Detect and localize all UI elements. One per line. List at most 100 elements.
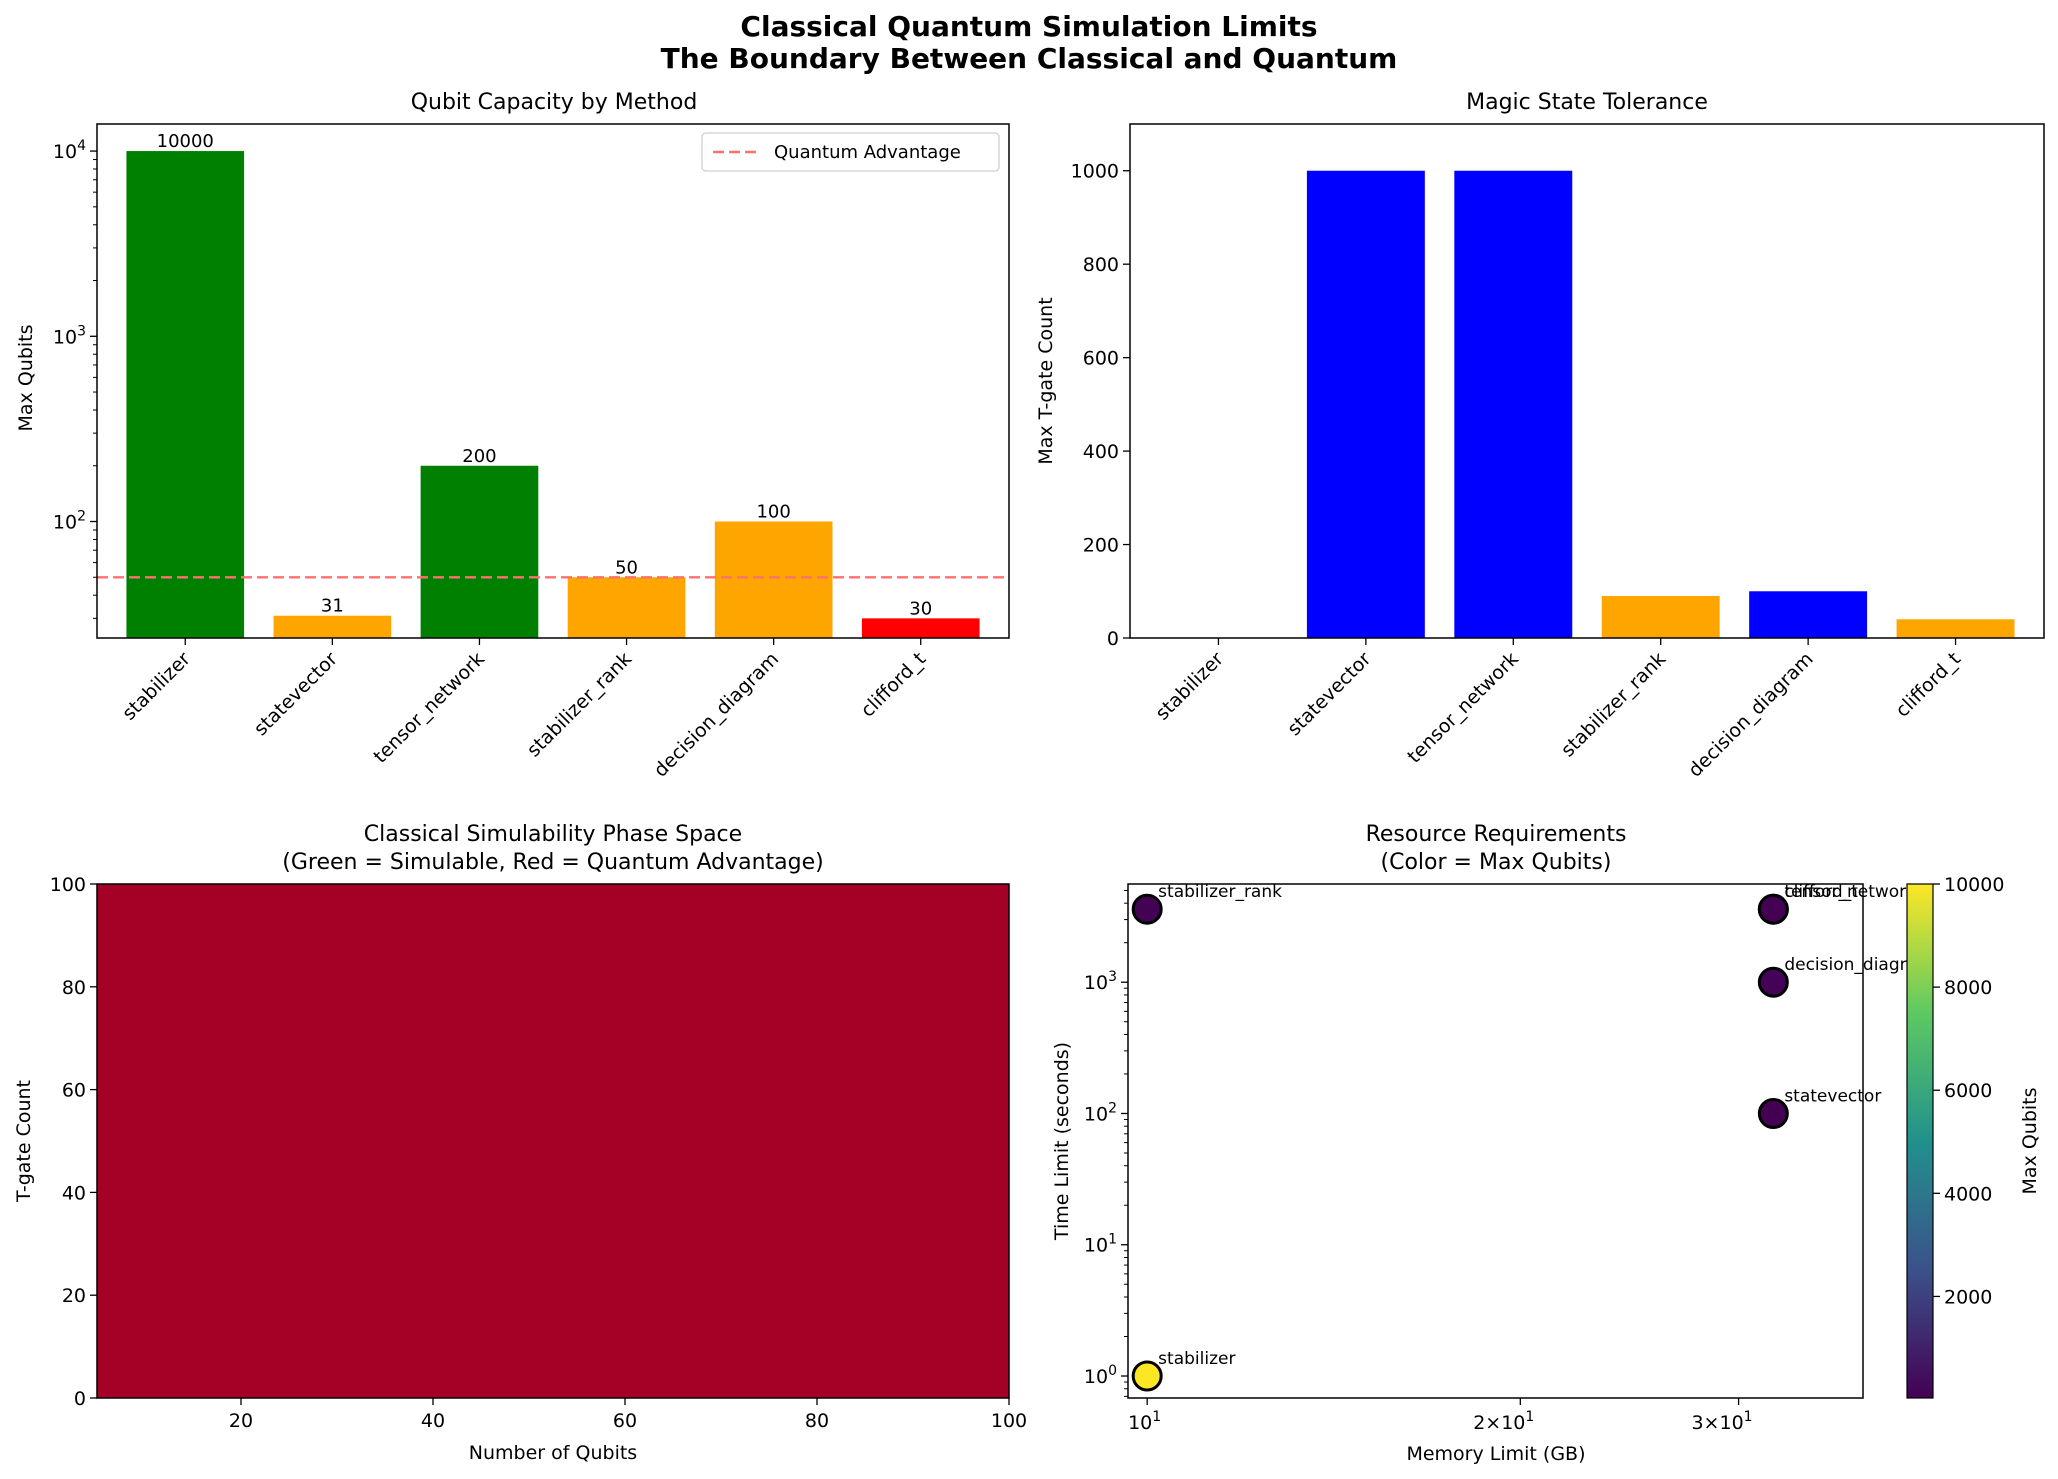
bar-stabilizer_rank (567, 577, 686, 638)
y-tick-label: 60 (62, 1080, 86, 1102)
panel4-ylabel: Time Limit (seconds) (1051, 1042, 1073, 1241)
point-label-decision_diagram: decision_diagram (1784, 955, 1933, 975)
bar-decision_diagram (714, 521, 833, 638)
point-clifford_t (1757, 893, 1789, 925)
bar-statevector (273, 615, 392, 638)
panel-magic-state: Magic State Tolerance Max T-gate Count 0… (1035, 90, 2045, 782)
panel1-xtick-labels: stabilizer statevector tensor_network stabi… (118, 638, 930, 782)
panel4-title-line2: (Color = Max Qubits) (1381, 850, 1612, 875)
figure-title-line2: The Boundary Between Classical and Quant… (661, 42, 1398, 75)
panel2-ylabel: Max T-gate Count (1035, 297, 1057, 464)
panel-qubit-capacity: Qubit Capacity by Method Max Qubits 1021… (15, 90, 1010, 782)
y-tick-label: 100 (50, 874, 86, 896)
x-tick-label-statevector: statevector (250, 648, 342, 740)
colorbar-tick-label: 6000 (1944, 1080, 1992, 1102)
y-tick-label: 100 (1084, 1363, 1117, 1388)
panel3-ylabel: T-gate Count (13, 1080, 35, 1203)
bar-clifford_t (861, 618, 980, 638)
y-tick-label: 20 (62, 1285, 86, 1307)
phase-space-heatmap (97, 884, 1009, 1398)
x-tick-label-stabilizer_rank: stabilizer_rank (523, 648, 636, 761)
panel1-value-labels: 10000 31 200 50 100 30 (157, 131, 933, 619)
panel1-ylabel: Max Qubits (15, 324, 37, 431)
panel4-title-line1: Resource Requirements (1366, 822, 1627, 847)
y-tick-label: 103 (53, 323, 86, 348)
panel1-bars (126, 151, 980, 638)
panel2-axes-frame (1129, 123, 2045, 639)
bar-clifford_t (1896, 619, 2015, 638)
value-label-stabilizer: 10000 (157, 131, 214, 152)
panel3-title-line1: Classical Simulability Phase Space (364, 822, 742, 847)
value-label-tensor_network: 200 (462, 446, 496, 467)
x-tick-label: 101 (1128, 1409, 1161, 1434)
x-tick-label: 100 (991, 1410, 1027, 1432)
panel3-title-line2: (Green = Simulable, Red = Quantum Advant… (282, 850, 823, 875)
colorbar (1906, 883, 1934, 1399)
x-tick-label-stabilizer_rank: stabilizer_rank (1557, 648, 1670, 761)
colorbar-tick-label: 2000 (1944, 1286, 1992, 1308)
panel3-ticks: 20 40 60 80 100 0 20 40 60 80 100 (50, 874, 1027, 1432)
panel1-legend: Quantum Advantage (701, 132, 1000, 172)
y-tick-label: 400 (1083, 441, 1119, 463)
value-label-statevector: 31 (321, 596, 344, 617)
colorbar-label: Max Qubits (2019, 1087, 2041, 1194)
point-label-stabilizer: stabilizer (1158, 1349, 1235, 1369)
panel2-ticks: 0 200 400 600 800 1000 (1071, 161, 1130, 650)
x-tick-label-statevector: statevector (1283, 648, 1375, 740)
colorbar-ticks: 2000 4000 6000 8000 10000 (1933, 874, 2004, 1308)
panel-resources: Resource Requirements (Color = Max Qubit… (1051, 822, 2041, 1465)
x-tick-label-stabilizer: stabilizer (118, 648, 195, 725)
point-label-clifford_t: clifford_t (1784, 882, 1858, 902)
x-tick-label: 80 (805, 1410, 829, 1432)
colorbar-tick-label: 4000 (1944, 1183, 1992, 1205)
point-stabilizer_rank (1131, 893, 1163, 925)
y-tick-label: 104 (53, 138, 86, 163)
x-tick-label: 2×101 (1473, 1409, 1534, 1434)
point-stabilizer (1131, 1360, 1163, 1392)
panel2-bars (1306, 170, 2015, 638)
legend-label: Quantum Advantage (774, 142, 961, 163)
panel4-axes-frame (1127, 883, 1864, 1399)
y-tick-label: 102 (53, 509, 86, 534)
y-tick-label: 1000 (1071, 161, 1119, 183)
x-tick-label-decision_diagram: decision_diagram (1684, 648, 1818, 782)
bar-stabilizer_rank (1601, 595, 1720, 638)
y-tick-label: 800 (1083, 254, 1119, 276)
y-tick-label: 0 (1107, 628, 1119, 650)
point-statevector (1757, 1097, 1789, 1129)
x-tick-label: 40 (421, 1410, 445, 1432)
panel1-grid-layer: 102 103 104 (53, 138, 97, 619)
y-tick-label: 600 (1083, 348, 1119, 370)
panel3-axes-frame (96, 883, 1010, 1399)
colorbar-tick-label: 8000 (1944, 977, 1992, 999)
x-tick-label-stabilizer: stabilizer (1151, 648, 1228, 725)
x-tick-label: 20 (229, 1410, 253, 1432)
x-tick-label: 3×101 (1691, 1409, 1752, 1434)
y-tick-label: 200 (1083, 535, 1119, 557)
value-label-clifford_t: 30 (909, 598, 932, 619)
panel1-title: Qubit Capacity by Method (411, 90, 698, 115)
y-tick-label: 0 (74, 1388, 86, 1410)
panel-phase-space: Classical Simulability Phase Space (Gree… (13, 822, 1027, 1464)
y-tick-label: 80 (62, 977, 86, 999)
panel4-points: stabilizer statevector tensor_network stabi… (1131, 882, 1934, 1392)
point-label-stabilizer_rank: stabilizer_rank (1158, 882, 1282, 902)
point-label-statevector: statevector (1784, 1086, 1881, 1106)
bar-decision_diagram (1749, 591, 1868, 638)
bar-tensor_network (420, 465, 539, 638)
panel2-title: Magic State Tolerance (1466, 90, 1708, 115)
figure-title-line1: Classical Quantum Simulation Limits (740, 10, 1317, 43)
y-tick-label: 103 (1084, 969, 1117, 994)
y-tick-label: 102 (1084, 1100, 1117, 1125)
value-label-stabilizer_rank: 50 (615, 557, 638, 578)
panel1-axes-frame (96, 123, 1010, 639)
panel2-xtick-labels: stabilizer statevector tensor_network stabi… (1151, 638, 1965, 782)
x-tick-label-tensor_network: tensor_network (369, 648, 489, 768)
point-decision_diagram (1757, 966, 1789, 998)
x-tick-label-clifford_t: clifford_t (1891, 648, 1965, 722)
colorbar-tick-label: 10000 (1944, 874, 2004, 896)
y-tick-label: 40 (62, 1182, 86, 1204)
point-label-tensor_network: tensor_network (1784, 882, 1916, 902)
bar-statevector (1306, 170, 1425, 638)
x-tick-label-tensor_network: tensor_network (1403, 648, 1523, 768)
